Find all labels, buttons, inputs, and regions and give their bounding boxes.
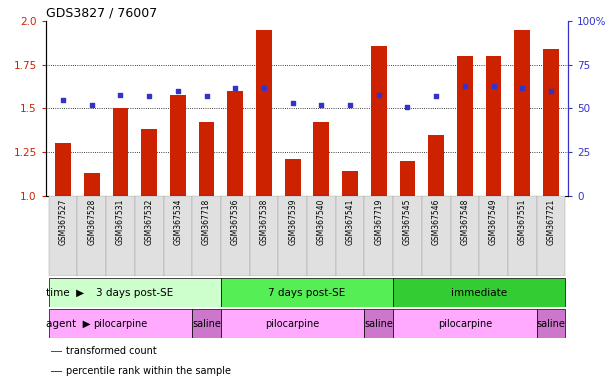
Bar <box>479 196 508 276</box>
Text: GSM367528: GSM367528 <box>87 198 97 245</box>
Bar <box>285 159 301 196</box>
Text: GSM367534: GSM367534 <box>174 198 182 245</box>
Bar <box>536 196 565 276</box>
Text: GSM367721: GSM367721 <box>546 198 555 245</box>
Bar <box>199 122 214 196</box>
Bar <box>51 351 62 352</box>
Point <box>431 93 441 99</box>
Point <box>230 84 240 91</box>
Text: 7 days post-SE: 7 days post-SE <box>268 288 346 298</box>
Bar <box>256 30 272 196</box>
Text: immediate: immediate <box>451 288 507 298</box>
Bar <box>141 129 157 196</box>
Bar <box>106 196 135 276</box>
Bar <box>422 196 450 276</box>
Point <box>58 97 68 103</box>
Text: GSM367541: GSM367541 <box>346 198 354 245</box>
Bar <box>335 196 364 276</box>
Text: GSM367548: GSM367548 <box>461 198 469 245</box>
Bar <box>313 122 329 196</box>
Bar <box>364 196 393 276</box>
Text: GSM367545: GSM367545 <box>403 198 412 245</box>
Text: GSM367531: GSM367531 <box>116 198 125 245</box>
Bar <box>78 196 106 276</box>
Bar <box>514 30 530 196</box>
Text: 3 days post-SE: 3 days post-SE <box>96 288 174 298</box>
Text: pilocarpine: pilocarpine <box>266 318 320 329</box>
Point <box>316 102 326 108</box>
Text: transformed count: transformed count <box>66 346 157 356</box>
Text: pilocarpine: pilocarpine <box>93 318 148 329</box>
Bar <box>55 144 71 196</box>
Point <box>403 104 412 110</box>
Text: pilocarpine: pilocarpine <box>437 318 492 329</box>
Bar <box>400 161 415 196</box>
Bar <box>393 196 422 276</box>
Bar <box>84 173 100 196</box>
Text: GSM367539: GSM367539 <box>288 198 297 245</box>
Text: GSM367546: GSM367546 <box>432 198 441 245</box>
Point <box>546 88 556 94</box>
Bar <box>192 196 221 276</box>
Bar <box>450 196 479 276</box>
Text: GSM367549: GSM367549 <box>489 198 498 245</box>
Point <box>489 83 499 89</box>
Text: agent  ▶: agent ▶ <box>46 318 91 329</box>
Bar <box>250 196 279 276</box>
Point <box>115 91 125 98</box>
Bar <box>221 278 393 307</box>
Bar <box>543 49 559 196</box>
Point <box>345 102 355 108</box>
Bar <box>371 46 387 196</box>
Point <box>518 84 527 91</box>
Point <box>144 93 154 99</box>
Text: saline: saline <box>192 318 221 329</box>
Text: GSM367719: GSM367719 <box>375 198 383 245</box>
Bar <box>51 371 62 372</box>
Bar <box>49 196 78 276</box>
Bar <box>508 196 536 276</box>
Text: time  ▶: time ▶ <box>46 288 84 298</box>
Bar <box>536 309 565 338</box>
Text: GDS3827 / 76007: GDS3827 / 76007 <box>46 7 157 20</box>
Bar <box>393 278 565 307</box>
Point <box>259 84 269 91</box>
Text: GSM367538: GSM367538 <box>260 198 268 245</box>
Bar <box>49 309 192 338</box>
Bar <box>112 109 128 196</box>
Point <box>374 91 384 98</box>
Bar <box>486 56 502 196</box>
Bar <box>164 196 192 276</box>
Bar <box>192 309 221 338</box>
Bar <box>307 196 335 276</box>
Text: GSM367540: GSM367540 <box>317 198 326 245</box>
Bar <box>221 309 364 338</box>
Point <box>460 83 470 89</box>
Point <box>202 93 211 99</box>
Bar <box>457 56 473 196</box>
Text: percentile rank within the sample: percentile rank within the sample <box>66 366 231 376</box>
Text: GSM367551: GSM367551 <box>518 198 527 245</box>
Bar <box>342 171 358 196</box>
Point <box>288 100 298 106</box>
Text: GSM367532: GSM367532 <box>145 198 153 245</box>
Bar <box>221 196 250 276</box>
Bar <box>227 91 243 196</box>
Text: GSM367527: GSM367527 <box>59 198 68 245</box>
Bar <box>364 309 393 338</box>
Point <box>87 102 97 108</box>
Point <box>173 88 183 94</box>
Bar <box>170 94 186 196</box>
Text: GSM367718: GSM367718 <box>202 198 211 245</box>
Bar <box>428 135 444 196</box>
Text: GSM367536: GSM367536 <box>231 198 240 245</box>
Bar <box>135 196 164 276</box>
Bar <box>393 309 536 338</box>
Bar <box>279 196 307 276</box>
Text: saline: saline <box>536 318 565 329</box>
Bar <box>49 278 221 307</box>
Text: saline: saline <box>364 318 393 329</box>
